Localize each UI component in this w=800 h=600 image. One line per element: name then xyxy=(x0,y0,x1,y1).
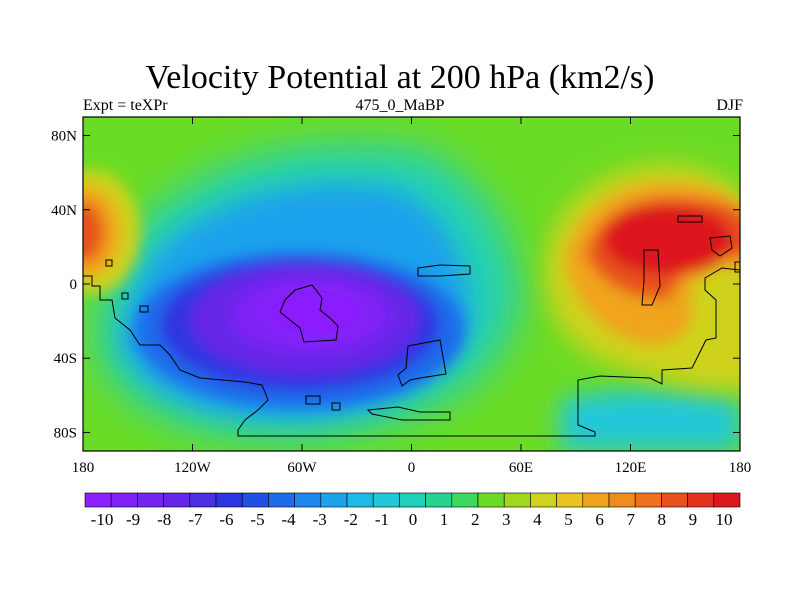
colorbar-swatch xyxy=(608,492,636,508)
colorbar-swatch xyxy=(215,492,243,508)
lat-tick-label: 40S xyxy=(54,351,77,367)
contour-field xyxy=(83,117,740,451)
season-label: DJF xyxy=(716,97,743,114)
colorbar-swatch xyxy=(372,492,400,508)
colorbar-label: 7 xyxy=(626,510,635,529)
colorbar-label: 9 xyxy=(689,510,698,529)
colorbar-swatch xyxy=(110,492,138,508)
colorbar-label: 2 xyxy=(471,510,480,529)
colorbar-label: -2 xyxy=(344,510,358,529)
colorbar-swatch xyxy=(346,492,374,508)
lat-tick-label: 80S xyxy=(54,425,77,441)
lat-tick-label: 80N xyxy=(51,129,77,145)
colorbar-label: -10 xyxy=(91,510,114,529)
colorbar-swatch xyxy=(687,492,715,508)
experiment-label: Expt = teXPr xyxy=(83,97,168,114)
colorbar-swatch xyxy=(425,492,453,508)
colorbar-label: -3 xyxy=(313,510,327,529)
colorbar-swatch xyxy=(556,492,584,508)
lon-tick-label: 180 xyxy=(729,460,752,476)
colorbar-label: -8 xyxy=(157,510,171,529)
colorbar-label: 4 xyxy=(533,510,542,529)
colorbar-swatch xyxy=(634,492,662,508)
colorbar: -10 -9 -8 -7 -6 -5 -4 -3 -2 -1 0 1 2 3 4 5 6 7 8 9 10 xyxy=(84,492,741,529)
colorbar-label: -9 xyxy=(126,510,140,529)
colorbar-swatch xyxy=(399,492,426,508)
lon-tick-label: 120E xyxy=(615,460,647,476)
colorbar-swatch xyxy=(84,492,112,508)
colorbar-swatch xyxy=(268,492,295,508)
colorbar-swatch xyxy=(530,492,557,508)
colorbar-swatch xyxy=(294,492,322,508)
plot-title: Velocity Potential at 200 hPa (km2/s) xyxy=(145,59,655,96)
lat-tick-label: 40N xyxy=(51,203,77,219)
colorbar-label: -4 xyxy=(282,510,297,529)
colorbar-swatch xyxy=(163,492,191,508)
colorbar-swatch xyxy=(477,492,505,508)
colorbar-swatch xyxy=(713,492,741,508)
colorbar-swatch xyxy=(661,492,688,508)
map-axes: 80N 40N 0 40S 80S 180 120W 60W 0 60E 120E 180 xyxy=(51,117,751,476)
colorbar-swatch xyxy=(137,492,164,508)
lon-tick-label: 60E xyxy=(509,460,533,476)
time-label: 475_0_MaBP xyxy=(355,97,445,114)
colorbar-label: 1 xyxy=(440,510,449,529)
colorbar-label: 0 xyxy=(409,510,418,529)
colorbar-label: 5 xyxy=(564,510,573,529)
colorbar-label: 10 xyxy=(716,510,733,529)
colorbar-swatch xyxy=(320,492,348,508)
colorbar-swatch xyxy=(241,492,269,508)
lon-tick-label: 60W xyxy=(287,460,317,476)
colorbar-label: -5 xyxy=(250,510,264,529)
colorbar-label: -7 xyxy=(188,510,203,529)
lon-tick-label: 120W xyxy=(174,460,212,476)
lon-tick-label: 0 xyxy=(408,460,416,476)
lat-tick-label: 0 xyxy=(70,277,78,293)
colorbar-label: -6 xyxy=(219,510,233,529)
colorbar-swatch xyxy=(451,492,479,508)
colorbar-swatch xyxy=(582,492,610,508)
colorbar-swatch xyxy=(503,492,531,508)
colorbar-label: 3 xyxy=(502,510,511,529)
lon-tick-label: 180 xyxy=(72,460,95,476)
colorbar-swatch xyxy=(189,492,217,508)
colorbar-label: 6 xyxy=(595,510,604,529)
colorbar-label: -1 xyxy=(375,510,389,529)
colorbar-label: 8 xyxy=(658,510,667,529)
